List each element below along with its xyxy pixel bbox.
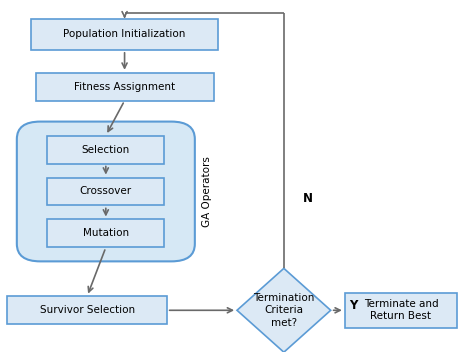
Text: Terminate and
Return Best: Terminate and Return Best	[364, 299, 438, 322]
Text: Survivor Selection: Survivor Selection	[39, 305, 135, 315]
FancyBboxPatch shape	[47, 219, 164, 247]
Text: Fitness Assignment: Fitness Assignment	[74, 82, 175, 92]
Text: GA Operators: GA Operators	[201, 156, 211, 227]
Text: Termination
Criteria
met?: Termination Criteria met?	[253, 293, 315, 328]
FancyBboxPatch shape	[8, 296, 167, 324]
Text: Mutation: Mutation	[83, 228, 129, 239]
Text: Population Initialization: Population Initialization	[64, 29, 186, 39]
Text: Y: Y	[349, 299, 358, 312]
Polygon shape	[237, 268, 331, 352]
Text: Selection: Selection	[82, 144, 130, 154]
FancyBboxPatch shape	[47, 136, 164, 164]
Text: N: N	[302, 192, 312, 205]
FancyBboxPatch shape	[36, 73, 214, 100]
FancyBboxPatch shape	[345, 293, 457, 328]
FancyBboxPatch shape	[31, 18, 218, 50]
FancyBboxPatch shape	[17, 122, 195, 261]
FancyBboxPatch shape	[47, 178, 164, 206]
Text: Crossover: Crossover	[80, 186, 132, 196]
